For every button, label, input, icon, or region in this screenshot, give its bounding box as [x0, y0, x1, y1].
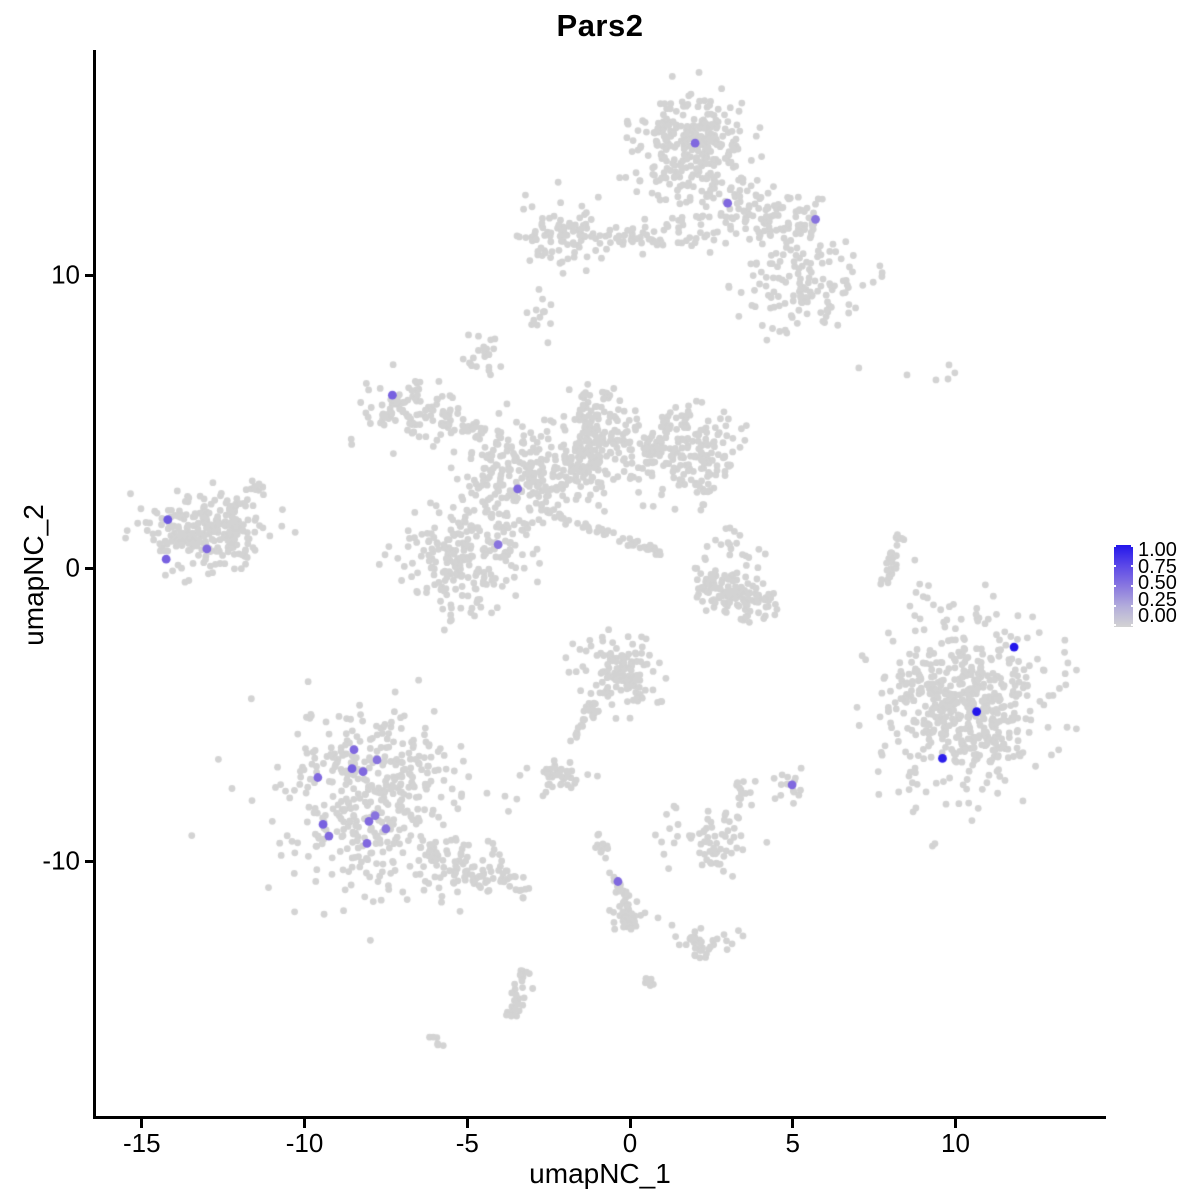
legend-notch [1112, 624, 1116, 626]
x-tick-label: -15 [122, 1128, 161, 1158]
x-tick-label: -10 [285, 1128, 324, 1158]
legend-labels: 1.00 0.75 0.50 0.25 0.00 [1138, 539, 1177, 627]
x-tick-mark [465, 1119, 469, 1128]
y-axis-line [93, 50, 96, 1119]
y-tick-label: 0 [65, 552, 80, 583]
y-tick-mark [85, 566, 94, 570]
y-tick-mark [85, 273, 94, 277]
x-tick-mark [303, 1119, 306, 1128]
legend-notch [1112, 565, 1116, 567]
x-tick-label: -5 [455, 1128, 479, 1158]
legend-label: 0.25 [1138, 588, 1177, 611]
y-tick-label: -10 [42, 845, 80, 876]
legend-label: 0.00 [1138, 605, 1177, 627]
x-tick-mark [628, 1119, 632, 1128]
legend-label: 0.50 [1138, 572, 1177, 594]
legend-notch [1131, 624, 1135, 626]
legend-gradient-bar [1114, 545, 1133, 627]
y-axis-label: umapNC_2 [18, 504, 49, 646]
color-legend: 1.00 0.75 0.50 0.25 0.00 [1110, 540, 1198, 635]
x-tick-label: 0 [622, 1128, 638, 1158]
legend-notch [1112, 585, 1116, 587]
legend-notch [1131, 585, 1135, 587]
x-tick-mark [954, 1119, 957, 1128]
x-tick-mark [791, 1119, 795, 1128]
y-tick-label: 10 [51, 259, 80, 290]
legend-label: 1.00 [1138, 539, 1177, 561]
x-tick-label: 5 [785, 1128, 800, 1158]
x-axis-line [93, 1116, 1106, 1119]
legend-notch [1112, 605, 1116, 607]
legend-label: 0.75 [1138, 555, 1177, 578]
x-axis-label: umapNC_1 [529, 1158, 671, 1189]
legend-notch [1112, 545, 1116, 547]
legend-notch [1131, 545, 1135, 547]
legend-notch [1131, 565, 1135, 567]
y-tick-mark [85, 859, 94, 863]
x-tick-label: 10 [941, 1128, 970, 1158]
x-tick-mark [140, 1119, 144, 1128]
legend-notch [1131, 605, 1135, 607]
